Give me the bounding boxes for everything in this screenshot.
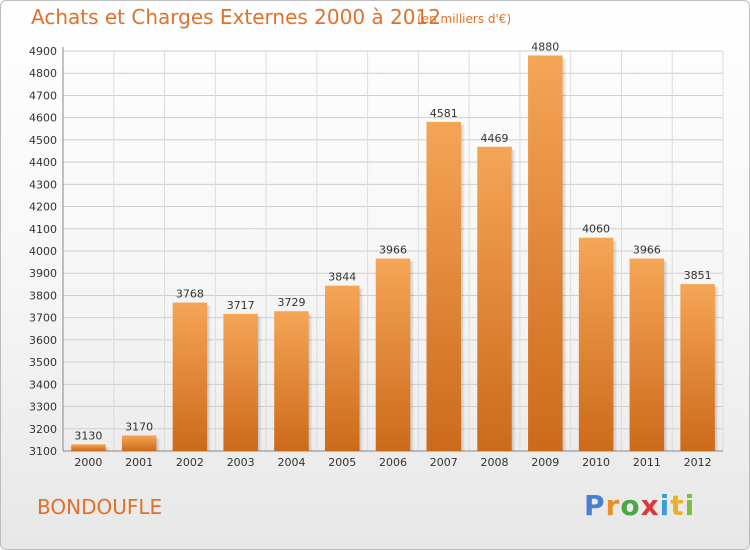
chart-title: Achats et Charges Externes 2000 à 2012 <box>31 5 441 29</box>
bar <box>274 311 309 451</box>
bar-shadow <box>156 438 161 451</box>
bar-shadow <box>359 288 364 451</box>
y-tick-label: 4600 <box>29 112 57 125</box>
logo-letter: x <box>640 489 660 522</box>
bar <box>426 121 462 451</box>
logo-letter: r <box>605 489 621 522</box>
bar <box>578 237 614 451</box>
x-tick-label: 2003 <box>227 456 255 469</box>
bar <box>528 55 563 451</box>
x-tick-label: 2011 <box>633 456 661 469</box>
bar <box>71 444 106 451</box>
bar <box>680 284 715 451</box>
value-label: 3768 <box>176 288 204 301</box>
bar-shadow <box>207 305 212 451</box>
y-tick-label: 3900 <box>29 267 57 280</box>
chart-subtitle: (en milliers d'€) <box>417 12 512 26</box>
y-tick-label: 4100 <box>29 223 57 236</box>
x-tick-label: 2002 <box>176 456 204 469</box>
bar-shadow <box>257 316 262 451</box>
value-label: 3851 <box>684 269 712 282</box>
logo-letter: i <box>684 489 696 522</box>
y-tick-label: 4400 <box>29 156 57 169</box>
bar <box>477 146 512 451</box>
bar <box>324 285 360 451</box>
x-tick-label: 2010 <box>582 456 610 469</box>
x-tick-label: 2012 <box>684 456 712 469</box>
logo-letter: i <box>659 489 671 522</box>
x-tick-label: 2008 <box>481 456 509 469</box>
y-tick-label: 3600 <box>29 334 57 347</box>
y-tick-label: 4500 <box>29 134 57 147</box>
bar-shadow <box>613 240 618 451</box>
bar-shadow <box>461 124 466 451</box>
bar <box>375 258 411 451</box>
bar <box>223 313 258 451</box>
bar <box>172 302 208 451</box>
value-label: 4880 <box>531 40 559 53</box>
value-label: 4469 <box>481 132 509 145</box>
y-tick-label: 4200 <box>29 201 57 214</box>
x-tick-label: 2001 <box>125 456 153 469</box>
logo-letter: t <box>670 489 685 522</box>
y-tick-label: 3300 <box>29 401 57 414</box>
x-tick-label: 2004 <box>277 456 305 469</box>
value-label: 4581 <box>430 107 458 120</box>
y-tick-label: 4700 <box>29 89 57 102</box>
logo-letter: o <box>620 489 641 522</box>
y-tick-label: 4800 <box>29 67 57 80</box>
value-label: 3729 <box>277 296 305 309</box>
value-label: 3717 <box>227 299 255 312</box>
value-label: 3170 <box>125 420 153 433</box>
bar-shadow <box>308 314 313 451</box>
bar-shadow <box>511 149 516 451</box>
y-tick-label: 3500 <box>29 356 57 369</box>
y-tick-label: 3400 <box>29 378 57 391</box>
bar-shadow <box>714 287 719 451</box>
y-tick-label: 3200 <box>29 423 57 436</box>
y-tick-label: 4300 <box>29 178 57 191</box>
bar-shadow <box>410 261 415 451</box>
y-tick-label: 3700 <box>29 312 57 325</box>
bar-shadow <box>105 447 110 451</box>
value-label: 3966 <box>379 244 407 257</box>
bar <box>629 258 665 451</box>
value-label: 4060 <box>582 223 610 236</box>
x-tick-label: 2006 <box>379 456 407 469</box>
bar-shadow <box>664 261 669 451</box>
y-tick-label: 3800 <box>29 289 57 302</box>
bar <box>121 435 157 451</box>
y-tick-label: 4900 <box>29 45 57 58</box>
value-label: 3844 <box>328 271 356 284</box>
proxiti-logo[interactable]: Proxiti <box>584 489 695 522</box>
x-tick-label: 2005 <box>328 456 356 469</box>
y-tick-label: 4000 <box>29 245 57 258</box>
value-label: 3966 <box>633 244 661 257</box>
x-tick-label: 2000 <box>74 456 102 469</box>
x-tick-label: 2007 <box>430 456 458 469</box>
commune-name: BONDOUFLE <box>37 495 163 519</box>
logo-letter: P <box>584 489 606 522</box>
value-label: 3130 <box>74 429 102 442</box>
y-tick-label: 3100 <box>29 445 57 458</box>
bar-shadow <box>562 58 567 451</box>
x-tick-label: 2009 <box>531 456 559 469</box>
